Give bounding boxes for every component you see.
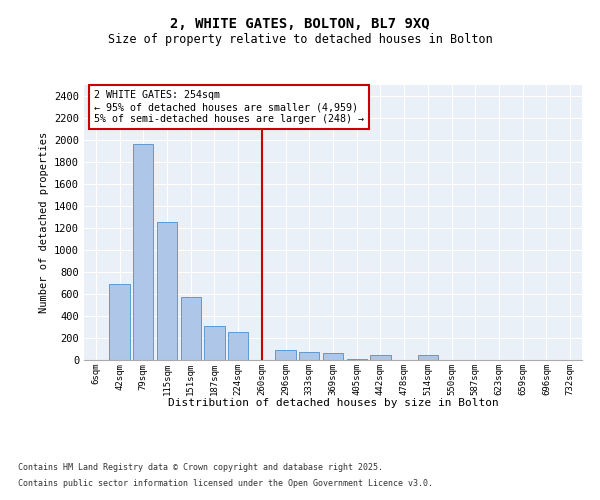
Bar <box>157 222 177 360</box>
Text: Size of property relative to detached houses in Bolton: Size of property relative to detached ho… <box>107 32 493 46</box>
Bar <box>181 298 201 360</box>
Text: 2 WHITE GATES: 254sqm
← 95% of detached houses are smaller (4,959)
5% of semi-de: 2 WHITE GATES: 254sqm ← 95% of detached … <box>94 90 364 124</box>
Y-axis label: Number of detached properties: Number of detached properties <box>38 132 49 313</box>
Text: Contains HM Land Registry data © Crown copyright and database right 2025.: Contains HM Land Registry data © Crown c… <box>18 464 383 472</box>
Bar <box>275 350 296 360</box>
Bar <box>299 352 319 360</box>
Bar <box>370 354 391 360</box>
Bar <box>205 326 224 360</box>
Bar <box>418 355 438 360</box>
Text: Contains public sector information licensed under the Open Government Licence v3: Contains public sector information licen… <box>18 478 433 488</box>
Bar <box>133 144 154 360</box>
Bar <box>228 332 248 360</box>
Bar <box>109 284 130 360</box>
Bar <box>323 354 343 360</box>
X-axis label: Distribution of detached houses by size in Bolton: Distribution of detached houses by size … <box>167 398 499 408</box>
Text: 2, WHITE GATES, BOLTON, BL7 9XQ: 2, WHITE GATES, BOLTON, BL7 9XQ <box>170 18 430 32</box>
